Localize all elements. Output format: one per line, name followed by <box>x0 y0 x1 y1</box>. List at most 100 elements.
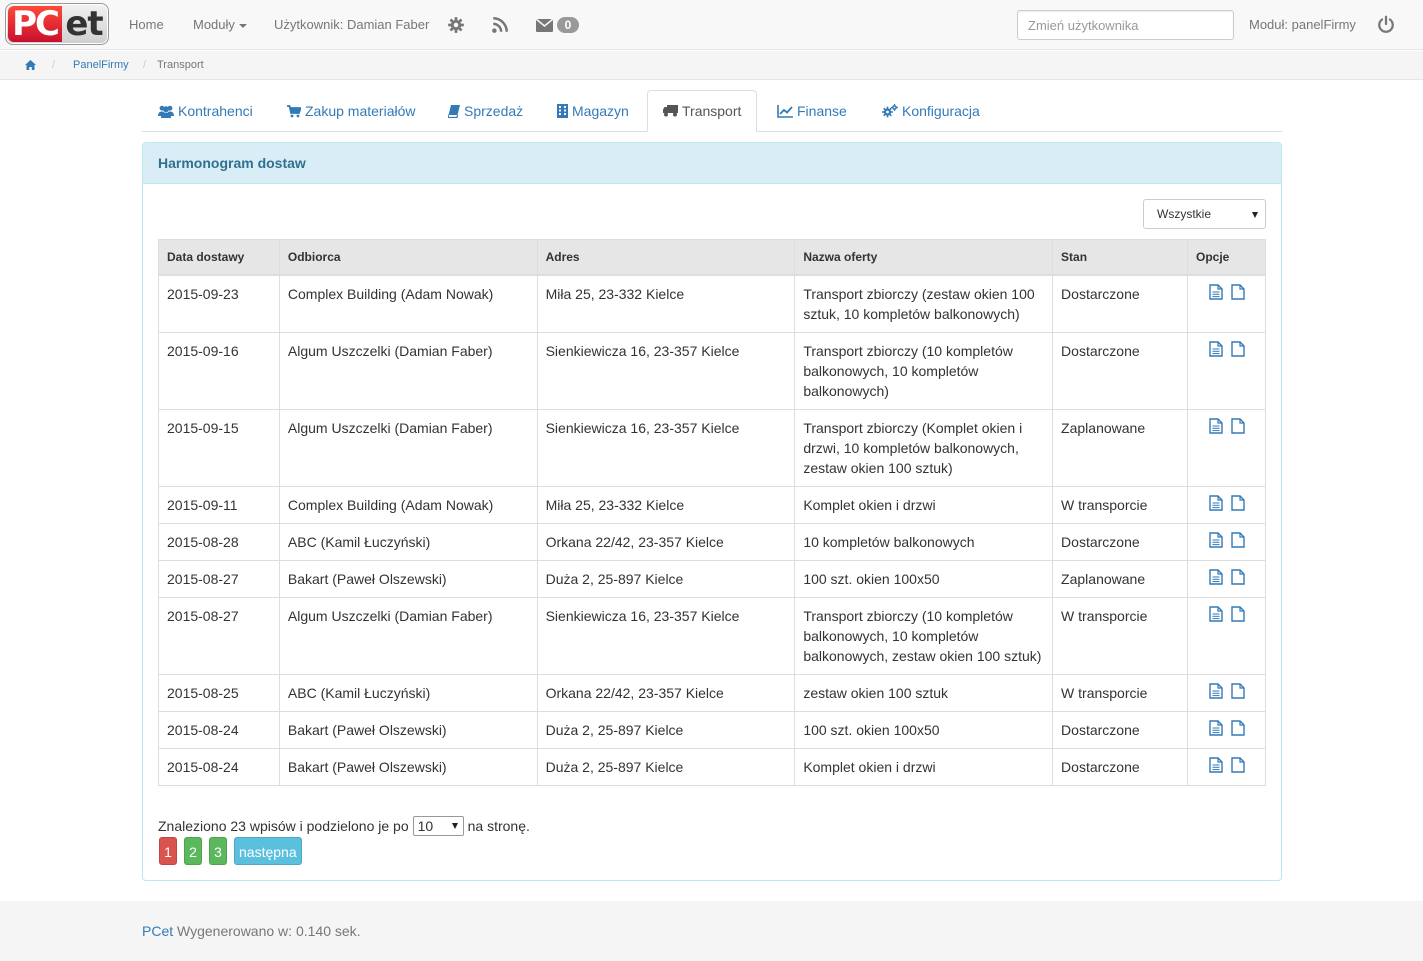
status-filter-select[interactable]: Wszystkie <box>1143 199 1266 229</box>
pcet-logo[interactable]: PC et <box>5 3 109 45</box>
nav-user-link[interactable]: Użytkownik: Damian Faber <box>274 17 430 32</box>
cell-recipient: Complex Building (Adam Nowak) <box>278 485 538 524</box>
cell-date: 2015-09-23 <box>158 274 280 333</box>
page-button-1[interactable]: 1 <box>159 837 177 865</box>
power-icon[interactable] <box>1377 15 1395 33</box>
cell-address: Orkana 22/42, 23-357 Kielce <box>536 673 796 712</box>
footer: PCet Wygenerowano w: 0.140 sek. <box>0 901 1423 961</box>
cell-offer: Transport zbiorczy (10 kompletów balkono… <box>794 331 1054 410</box>
cogs-icon <box>882 104 898 118</box>
table-row: 2015-09-23 Complex Building (Adam Nowak) M… <box>158 274 1267 333</box>
column-header-recipient[interactable]: Odbiorca <box>278 239 538 276</box>
cell-recipient: Algum Uszczelki (Damian Faber) <box>278 408 538 487</box>
cell-date: 2015-08-24 <box>158 710 280 749</box>
cell-options <box>1186 747 1267 786</box>
tab-transport[interactable]: Transport <box>647 90 758 132</box>
cell-date: 2015-09-15 <box>158 408 280 487</box>
cell-recipient: Complex Building (Adam Nowak) <box>278 274 538 333</box>
document-text-icon[interactable] <box>1209 494 1223 511</box>
document-text-icon[interactable] <box>1209 340 1223 357</box>
breadcrumb-current: Transport <box>157 59 204 71</box>
breadcrumb-panelfirmy-link[interactable]: PanelFirmy <box>73 59 129 71</box>
cell-address: Duża 2, 25-897 Kielce <box>536 559 796 598</box>
home-icon[interactable] <box>25 60 36 70</box>
cell-status: Zaplanowane <box>1052 559 1188 598</box>
per-page-select[interactable]: 10 <box>412 816 464 836</box>
tab-magazyn[interactable]: Magazyn <box>557 90 629 132</box>
footer-brand-link[interactable]: PCet <box>142 923 174 939</box>
document-text-icon[interactable] <box>1209 568 1223 585</box>
document-text-icon[interactable] <box>1209 531 1223 548</box>
document-icon[interactable] <box>1231 719 1245 736</box>
document-icon[interactable] <box>1231 605 1245 622</box>
cell-status: Dostarczone <box>1052 274 1188 333</box>
cell-status: Dostarczone <box>1052 747 1188 786</box>
tab-zakup-materialow[interactable]: Zakup materiałów <box>287 90 416 132</box>
cell-status: W transporcie <box>1052 673 1188 712</box>
cell-status: Zaplanowane <box>1052 408 1188 487</box>
document-icon[interactable] <box>1231 283 1245 300</box>
cell-offer: Komplet okien i drzwi <box>794 747 1054 786</box>
footer-generation-time: Wygenerowano w: 0.140 sek. <box>177 923 361 939</box>
table-header-row: Data dostawy Odbiorca Adres Nazwa oferty… <box>158 239 1267 276</box>
document-text-icon[interactable] <box>1209 719 1223 736</box>
users-icon <box>158 105 174 118</box>
cell-options <box>1186 559 1267 598</box>
table-row: 2015-08-27 Bakart (Paweł Olszewski) Duża 2… <box>158 559 1267 598</box>
tab-kontrahenci[interactable]: Kontrahenci <box>158 90 253 132</box>
change-user-input[interactable] <box>1017 10 1234 40</box>
gear-icon[interactable] <box>447 16 465 34</box>
document-icon[interactable] <box>1231 682 1245 699</box>
tab-finanse[interactable]: Finanse <box>777 90 847 132</box>
cell-status: Dostarczone <box>1052 331 1188 410</box>
cell-date: 2015-08-27 <box>158 559 280 598</box>
document-icon[interactable] <box>1231 494 1245 511</box>
breadcrumb-separator: / <box>52 59 56 71</box>
pagination-summary: Znaleziono 23 wpisów i podzielono je po … <box>158 816 530 836</box>
tab-sprzedaz[interactable]: Sprzedaż <box>448 90 523 132</box>
nav-modules-dropdown[interactable]: Moduły <box>193 0 247 50</box>
cell-recipient: Algum Uszczelki (Damian Faber) <box>278 331 538 410</box>
document-icon[interactable] <box>1231 568 1245 585</box>
cell-recipient: ABC (Kamil Łuczyński) <box>278 673 538 712</box>
document-text-icon[interactable] <box>1209 417 1223 434</box>
column-header-offer[interactable]: Nazwa oferty <box>794 239 1054 276</box>
column-header-date[interactable]: Data dostawy <box>158 239 280 276</box>
panel-title: Harmonogram dostaw <box>143 143 1281 184</box>
module-tabs: Kontrahenci Zakup materiałów Sprzedaż Ma… <box>142 90 1282 132</box>
tab-konfiguracja[interactable]: Konfiguracja <box>882 90 980 132</box>
cell-date: 2015-09-16 <box>158 331 280 410</box>
cell-options <box>1186 408 1267 487</box>
rss-icon[interactable] <box>491 16 509 34</box>
document-icon[interactable] <box>1231 417 1245 434</box>
page-button-2[interactable]: 2 <box>184 837 202 865</box>
document-text-icon[interactable] <box>1209 605 1223 622</box>
breadcrumb: / PanelFirmy / Transport <box>0 51 1423 80</box>
document-icon[interactable] <box>1231 756 1245 773</box>
cell-date: 2015-08-25 <box>158 673 280 712</box>
cell-date: 2015-08-24 <box>158 747 280 786</box>
envelope-icon <box>536 18 553 32</box>
document-text-icon[interactable] <box>1209 756 1223 773</box>
document-text-icon[interactable] <box>1209 283 1223 300</box>
chart-icon <box>777 104 793 118</box>
table-row: 2015-08-24 Bakart (Paweł Olszewski) Duża 2… <box>158 747 1267 786</box>
cell-status: Dostarczone <box>1052 710 1188 749</box>
cell-address: Miła 25, 23-332 Kielce <box>536 274 796 333</box>
cell-date: 2015-09-11 <box>158 485 280 524</box>
column-header-address[interactable]: Adres <box>536 239 796 276</box>
document-icon[interactable] <box>1231 531 1245 548</box>
cell-address: Duża 2, 25-897 Kielce <box>536 747 796 786</box>
tab-label: Magazyn <box>572 103 629 119</box>
messages-link[interactable]: 0 <box>536 17 579 33</box>
document-icon[interactable] <box>1231 340 1245 357</box>
status-filter-value: Wszystkie <box>1157 207 1211 221</box>
nav-home-link[interactable]: Home <box>129 17 164 32</box>
column-header-status[interactable]: Stan <box>1052 239 1188 276</box>
cell-offer: Transport zbiorczy (zestaw okien 100 szt… <box>794 274 1054 333</box>
page-button-3[interactable]: 3 <box>209 837 227 865</box>
table-row: 2015-08-27 Algum Uszczelki (Damian Faber)… <box>158 596 1267 675</box>
document-text-icon[interactable] <box>1209 682 1223 699</box>
next-page-button[interactable]: następna <box>234 837 302 865</box>
nav-module-label[interactable]: Moduł: panelFirmy <box>1249 17 1356 32</box>
